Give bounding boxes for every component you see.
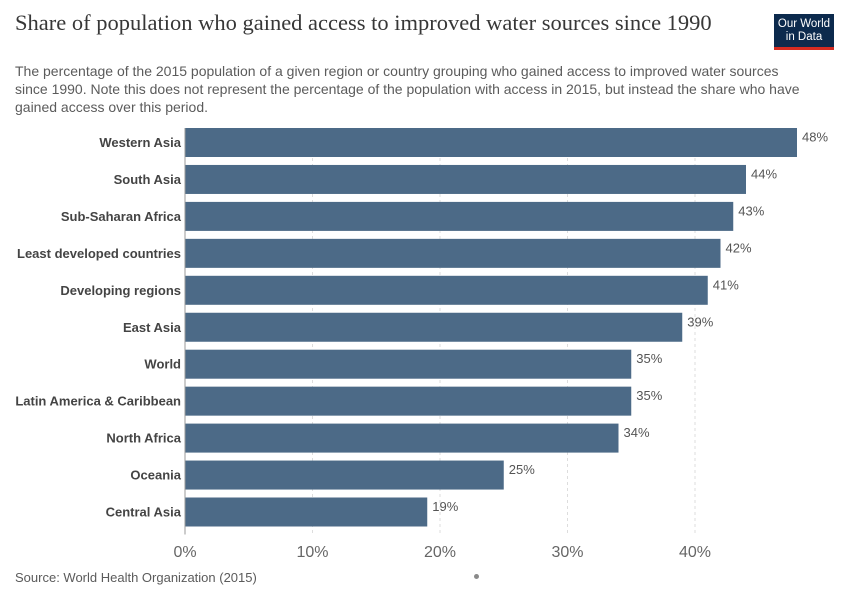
value-label: 43% xyxy=(738,203,764,218)
pagination-dot[interactable] xyxy=(474,574,479,579)
value-label: 19% xyxy=(432,499,458,514)
category-label: World xyxy=(144,357,181,372)
category-label: Sub-Saharan Africa xyxy=(61,209,182,224)
value-label: 39% xyxy=(687,314,713,329)
bar xyxy=(185,275,708,305)
bar xyxy=(185,128,797,157)
value-label: 35% xyxy=(636,351,662,366)
owid-logo[interactable]: Our World in Data xyxy=(774,14,834,50)
category-label: Latin America & Caribbean xyxy=(15,394,181,409)
bar xyxy=(185,312,683,342)
bar xyxy=(185,164,746,194)
bar xyxy=(185,386,632,416)
x-tick-label: 30% xyxy=(551,544,583,561)
chart-title: Share of population who gained access to… xyxy=(15,10,712,35)
category-label: Western Asia xyxy=(99,135,181,150)
value-label: 42% xyxy=(726,240,752,255)
value-label: 25% xyxy=(509,462,535,477)
value-label: 34% xyxy=(624,425,650,440)
category-label: North Africa xyxy=(106,431,181,446)
category-label: Central Asia xyxy=(106,505,182,520)
x-tick-label: 20% xyxy=(424,544,456,561)
category-label: Oceania xyxy=(130,468,181,483)
category-label: East Asia xyxy=(123,320,182,335)
category-label: South Asia xyxy=(114,172,182,187)
bar xyxy=(185,349,632,379)
bar xyxy=(185,238,721,268)
bar xyxy=(185,460,504,490)
logo-line-1: Our World xyxy=(777,18,831,30)
category-label: Least developed countries xyxy=(17,246,181,261)
value-label: 41% xyxy=(713,277,739,292)
source-note: Source: World Health Organization (2015) xyxy=(15,570,257,585)
value-label: 44% xyxy=(751,166,777,181)
value-label: 48% xyxy=(802,130,828,145)
logo-line-2: in Data xyxy=(785,31,823,43)
bar xyxy=(185,201,734,231)
category-label: Developing regions xyxy=(60,283,181,298)
chart-subtitle: The percentage of the 2015 population of… xyxy=(15,63,800,115)
value-label: 35% xyxy=(636,388,662,403)
bar xyxy=(185,423,619,453)
x-tick-label: 0% xyxy=(173,544,196,561)
bar xyxy=(185,497,428,527)
x-tick-label: 40% xyxy=(679,544,711,561)
x-tick-label: 10% xyxy=(296,544,328,561)
